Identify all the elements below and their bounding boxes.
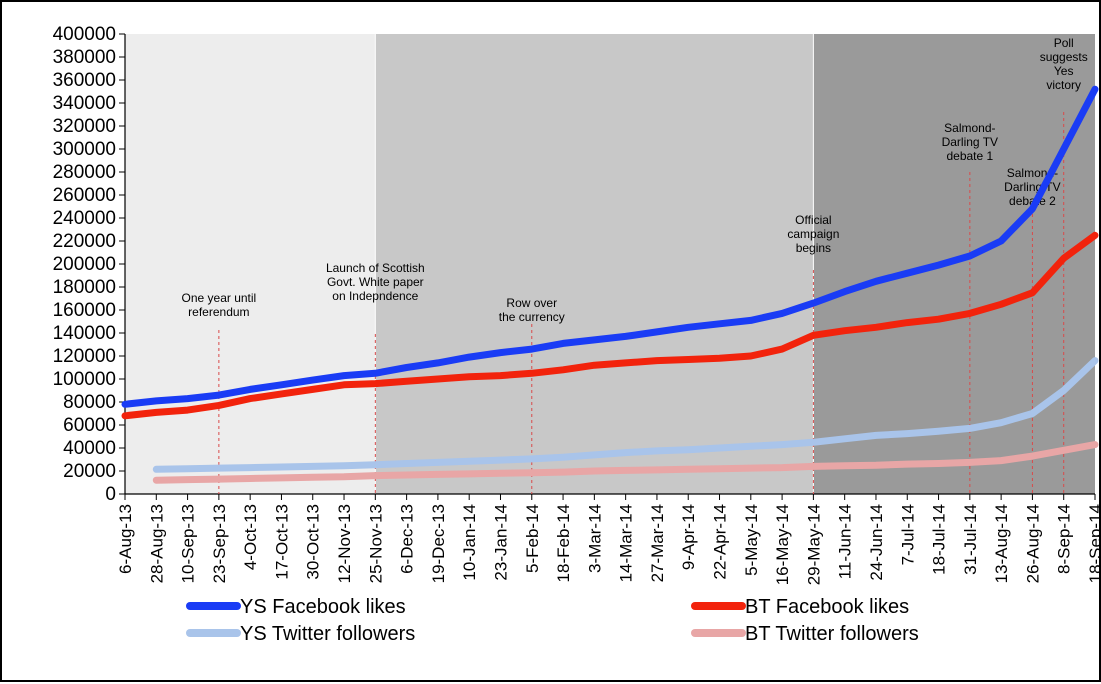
legend: YS Facebook likes BT Facebook likes YS Twi…: [186, 596, 919, 645]
x-tick-label: 18-Jul-14: [930, 504, 949, 575]
x-tick-label: 25-Nov-13: [366, 504, 385, 583]
y-tick-label: 240000: [53, 208, 116, 229]
series-line-4: [152, 441, 1099, 484]
x-tick-label: 31-Jul-14: [961, 504, 980, 575]
x-tick-label: 29-May-14: [804, 504, 823, 585]
annotation-text-1: One year until: [182, 291, 257, 305]
y-tick-label: 60000: [63, 415, 116, 436]
x-tick-label: 17-Oct-13: [272, 504, 291, 580]
x-tick-label: 18-Feb-14: [554, 504, 573, 582]
y-tick-label: 100000: [53, 369, 116, 390]
y-tick-label: 380000: [53, 47, 116, 68]
x-tick-label: 13-Aug-14: [992, 504, 1011, 583]
x-tick-labels: 6-Aug-13 28-Aug-13 10-Sep-13 23-Sep-13 4-Oct…: [116, 504, 1101, 585]
y-tick-label: 300000: [53, 139, 116, 160]
y-tick-label: 200000: [53, 254, 116, 275]
x-tick-label: 5-May-14: [742, 504, 761, 576]
y-tick-label: 400000: [53, 24, 116, 45]
y-tick-label: 120000: [53, 346, 116, 367]
legend-label-4: BT Twitter followers: [745, 623, 919, 645]
annotation-text-7: Yes: [1054, 64, 1074, 78]
y-tick-label: 40000: [63, 438, 116, 459]
x-tick-label: 24-Jun-14: [867, 504, 886, 581]
phase-band-1: [125, 34, 376, 494]
annotation-text-5: Salmond-: [944, 121, 995, 135]
legend-label-1: YS Facebook likes: [240, 596, 406, 618]
x-tick-label: 23-Jan-14: [491, 504, 510, 581]
y-tick-label: 20000: [63, 461, 116, 482]
x-tick-label: 27-Mar-14: [648, 504, 667, 582]
x-tick-label: 5-Feb-14: [523, 504, 542, 573]
y-tick-label: 280000: [53, 162, 116, 183]
annotation-text-6: Darling TV: [1004, 180, 1060, 194]
x-tick-label: 19-Dec-13: [429, 504, 448, 583]
x-tick-label: 23-Sep-13: [210, 504, 229, 583]
annotation-text-6: Salmond-: [1007, 166, 1058, 180]
y-tick-label: 320000: [53, 116, 116, 137]
x-tick-label: 4-Oct-13: [241, 504, 260, 570]
x-tick-label: 7-Jul-14: [898, 504, 917, 565]
x-tick-label: 6-Aug-13: [116, 504, 135, 574]
annotation-text-3: Row over: [506, 296, 557, 310]
y-tick-label: 160000: [53, 300, 116, 321]
series-line-1: [121, 85, 1099, 408]
y-tick-label: 140000: [53, 323, 116, 344]
annotation-text-4: Official: [795, 213, 831, 227]
legend-label-2: BT Facebook likes: [745, 596, 909, 618]
x-tick-label: 9-Apr-14: [679, 504, 698, 570]
legend-label-3: YS Twitter followers: [240, 623, 415, 645]
x-tick-label: 6-Dec-13: [398, 504, 417, 574]
x-tick-label: 8-Sep-14: [1055, 504, 1074, 574]
x-tick-label: 30-Oct-13: [304, 504, 323, 580]
x-tick-label: 10-Jan-14: [460, 504, 479, 581]
x-tick-label: 10-Sep-13: [179, 504, 198, 583]
y-tick-label: 360000: [53, 70, 116, 91]
y-tick-labels: 0200004000060000800001000001200001400001…: [53, 24, 116, 505]
x-tick-label: 18-Sep-14: [1086, 504, 1101, 583]
annotation-text-5: debate 1: [946, 149, 993, 163]
x-tick-label: 11-Jun-14: [836, 504, 855, 579]
annotation-text-4: begins: [796, 241, 831, 255]
x-tick-label: 16-May-14: [773, 504, 792, 585]
x-tick-label: 26-Aug-14: [1023, 504, 1042, 583]
annotation-text-2: on Indepndence: [332, 289, 418, 303]
x-tick-label: 14-Mar-14: [617, 504, 636, 582]
y-tick-label: 180000: [53, 277, 116, 298]
phase-band-2: [375, 34, 814, 494]
y-tick-label: 0: [105, 484, 116, 505]
annotation-text-7: victory: [1046, 78, 1081, 92]
phase-bands: [125, 34, 1095, 494]
annotation-text-1: referendum: [188, 305, 249, 319]
annotation-text-7: Poll: [1054, 36, 1074, 50]
annotation-text-5: Darling TV: [942, 135, 998, 149]
annotation-text-4: campaign: [787, 227, 839, 241]
annotation-text-3: the currency: [499, 310, 565, 324]
annotation-text-2: Launch of Scottish: [326, 261, 425, 275]
y-tick-label: 80000: [63, 392, 116, 413]
x-tick-label: 3-Mar-14: [585, 504, 604, 573]
x-tick-label: 12-Nov-13: [335, 504, 354, 583]
annotation-text-7: suggests: [1040, 50, 1088, 64]
series-line-3: [152, 357, 1099, 473]
series-lines: [121, 85, 1099, 484]
x-tick-label: 22-Apr-14: [711, 504, 730, 580]
annotation-text-2: Govt. White paper: [327, 275, 424, 289]
y-tick-label: 260000: [53, 185, 116, 206]
x-tick-label: 28-Aug-13: [147, 504, 166, 583]
series-line-2: [121, 231, 1099, 420]
y-tick-label: 340000: [53, 93, 116, 114]
y-tick-label: 220000: [53, 231, 116, 252]
